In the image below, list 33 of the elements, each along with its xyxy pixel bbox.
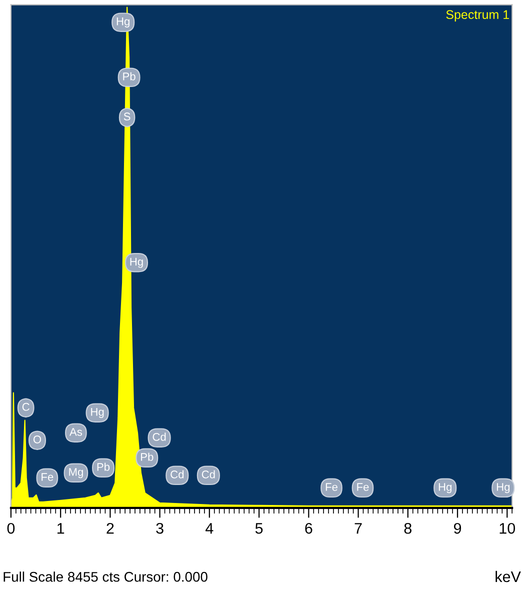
annotation: Hg (130, 258, 143, 268)
annotation: Fe (326, 483, 338, 491)
annotation: Hg (116, 18, 130, 28)
x-tick-label: 2 (106, 522, 114, 534)
annotation: Hg (496, 483, 510, 494)
x-tick-label: 9 (454, 522, 462, 534)
annotation: Fe (357, 483, 369, 491)
x-tick-label: 0 (7, 522, 15, 534)
annotation: Mg (69, 468, 83, 478)
annotation: C (22, 402, 30, 411)
x-tick-label: 6 (305, 522, 312, 534)
x-tick-label: 3 (156, 522, 164, 534)
annotation: Cd (170, 470, 184, 478)
annotation: Hg (91, 408, 104, 418)
x-tick-label: 1 (57, 523, 64, 534)
x-tick-label: 7 (354, 523, 362, 534)
annotation: As (70, 428, 82, 436)
annotation: S (124, 112, 130, 120)
annotation: Pb (141, 452, 154, 461)
annotation: Fe (42, 473, 54, 481)
x-tick-label: 8 (404, 522, 412, 534)
x-tick-label: 4 (206, 523, 214, 534)
annotation: Hg (438, 483, 452, 494)
annotation: Cd (202, 470, 215, 478)
annotation: Cd (152, 432, 166, 441)
x-tick-label: 10 (500, 522, 516, 534)
x-axis-title: keV (496, 570, 521, 582)
x-tick-label: 5 (255, 523, 263, 534)
text: Full Scale 8455 cts Cursor: 0.000 (4, 572, 208, 582)
annotation: O (33, 435, 42, 444)
annotation: Pb (97, 462, 110, 471)
chart-title: Spectrum 1 (446, 10, 509, 22)
annotation: Pb (123, 72, 136, 80)
